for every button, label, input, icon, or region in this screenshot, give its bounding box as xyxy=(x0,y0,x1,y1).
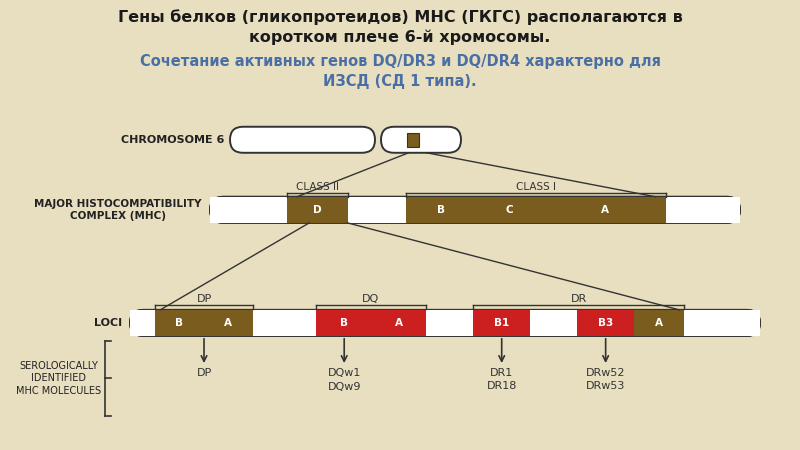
Bar xyxy=(348,197,406,223)
Bar xyxy=(475,197,544,223)
Text: DQw1: DQw1 xyxy=(327,368,361,378)
Text: CLASS I: CLASS I xyxy=(516,182,556,192)
Bar xyxy=(578,310,634,336)
FancyBboxPatch shape xyxy=(230,127,375,153)
Bar xyxy=(634,310,685,336)
Bar xyxy=(287,197,348,223)
Text: B: B xyxy=(340,318,348,328)
FancyBboxPatch shape xyxy=(381,127,461,153)
Text: B: B xyxy=(175,318,183,328)
Bar xyxy=(406,197,475,223)
Text: Гены белков (гликопротеидов) МНС (ГКГС) располагаются в
коротком плече 6-й хромо: Гены белков (гликопротеидов) МНС (ГКГС) … xyxy=(118,9,682,45)
FancyBboxPatch shape xyxy=(130,310,760,336)
Bar xyxy=(666,197,740,223)
Text: MAJOR HISTOCOMPATIBILITY
COMPLEX (MHC): MAJOR HISTOCOMPATIBILITY COMPLEX (MHC) xyxy=(34,198,202,221)
Bar xyxy=(202,310,253,336)
FancyBboxPatch shape xyxy=(210,197,740,223)
Bar xyxy=(253,310,316,336)
Bar xyxy=(155,310,202,336)
Text: DRw52: DRw52 xyxy=(586,368,626,378)
Text: C: C xyxy=(506,205,514,215)
Text: A: A xyxy=(224,318,232,328)
Text: CHROMOSOME 6: CHROMOSOME 6 xyxy=(121,135,224,145)
Text: B3: B3 xyxy=(598,318,614,328)
Text: LOCI: LOCI xyxy=(94,318,122,328)
Text: Сочетание активных генов DQ/DR3 и DQ/DR4 характерно для
ИЗСД (СД 1 типа).: Сочетание активных генов DQ/DR3 и DQ/DR4… xyxy=(139,54,661,89)
Text: D: D xyxy=(313,205,322,215)
Text: DRw53: DRw53 xyxy=(586,381,626,391)
Text: DR: DR xyxy=(570,294,587,304)
Text: B: B xyxy=(437,205,445,215)
Bar xyxy=(474,310,530,336)
Text: DQ: DQ xyxy=(362,294,380,304)
Bar xyxy=(544,197,666,223)
Text: A: A xyxy=(395,318,403,328)
Bar xyxy=(210,197,287,223)
Text: SEROLOGICALLY
IDENTIFIED
MHC MOLECULES: SEROLOGICALLY IDENTIFIED MHC MOLECULES xyxy=(16,361,101,396)
Text: A: A xyxy=(655,318,663,328)
Bar xyxy=(373,310,426,336)
Bar xyxy=(426,310,474,336)
Text: A: A xyxy=(601,205,609,215)
Bar xyxy=(685,310,760,336)
Bar xyxy=(406,133,418,147)
Text: CLASS II: CLASS II xyxy=(296,182,339,192)
Bar xyxy=(316,310,373,336)
Text: DP: DP xyxy=(197,294,212,304)
Text: DR1: DR1 xyxy=(490,368,514,378)
Text: DR18: DR18 xyxy=(486,381,517,391)
Text: B1: B1 xyxy=(494,318,510,328)
Bar xyxy=(530,310,578,336)
Bar xyxy=(130,310,155,336)
Text: DQw9: DQw9 xyxy=(327,382,361,392)
Text: DP: DP xyxy=(197,368,212,378)
